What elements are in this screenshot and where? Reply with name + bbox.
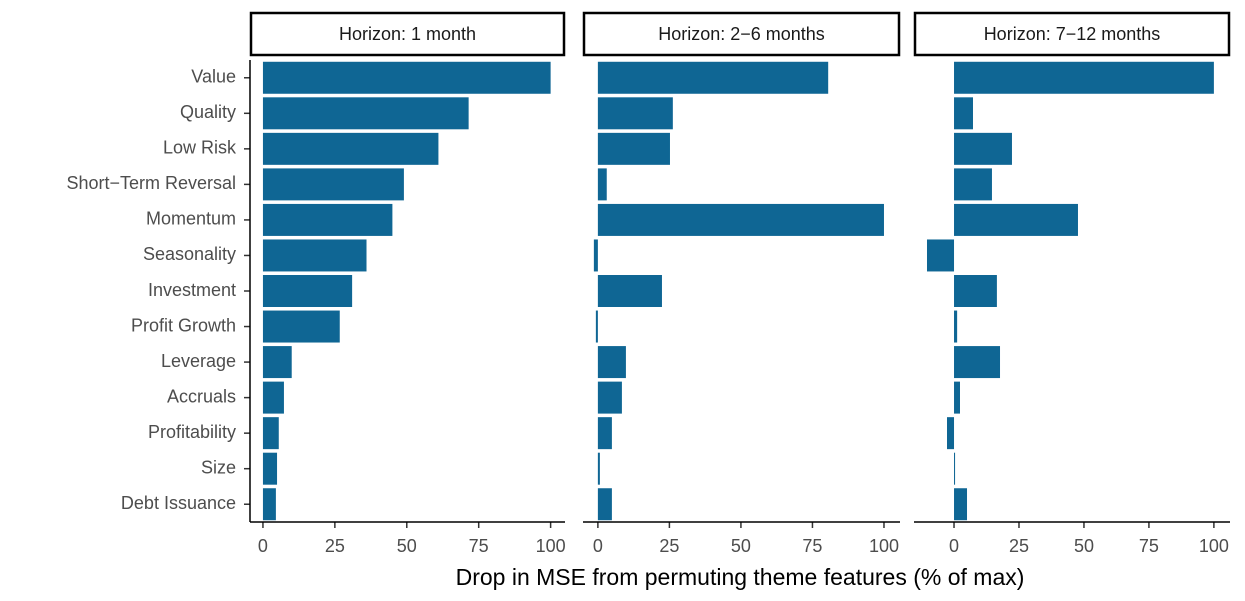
bar (262, 203, 393, 236)
y-tick-label: Momentum (146, 209, 236, 229)
bar (262, 417, 279, 450)
bar (954, 61, 1214, 94)
bar (262, 346, 292, 379)
bar (262, 97, 469, 130)
bar (597, 381, 622, 414)
bar (262, 381, 284, 414)
y-tick-label: Seasonality (143, 244, 236, 264)
bar (262, 168, 404, 201)
bar (262, 132, 439, 165)
y-tick-label: Investment (148, 280, 236, 300)
bar (947, 417, 955, 450)
x-tick-label: 0 (593, 536, 603, 556)
y-tick-label: Profit Growth (131, 315, 236, 335)
bar (597, 452, 600, 485)
y-tick-label: Short−Term Reversal (66, 173, 236, 193)
bar (597, 61, 829, 94)
x-tick-label: 100 (536, 536, 566, 556)
bar (262, 488, 276, 521)
y-tick-label: Value (191, 67, 236, 87)
y-tick-label: Profitability (148, 422, 236, 442)
bar (262, 310, 340, 343)
x-tick-label: 25 (1009, 536, 1029, 556)
bar (954, 132, 1012, 165)
bar (597, 417, 612, 450)
y-tick-label: Quality (180, 102, 236, 122)
x-tick-label: 25 (659, 536, 679, 556)
bar (954, 310, 958, 343)
bar (597, 168, 607, 201)
x-tick-label: 100 (869, 536, 899, 556)
y-tick-label: Leverage (161, 351, 236, 371)
facet-strip (249, 11, 566, 57)
facet-title: Horizon: 7−12 months (984, 24, 1161, 44)
bar (954, 275, 997, 307)
y-tick-label: Debt Issuance (121, 493, 236, 513)
facet-strip (582, 11, 901, 57)
bar (595, 310, 598, 343)
bar (262, 452, 278, 485)
x-tick-label: 50 (397, 536, 417, 556)
bar (597, 488, 612, 521)
x-tick-label: 25 (325, 536, 345, 556)
bar (597, 203, 884, 236)
bar (954, 488, 968, 521)
x-tick-label: 0 (258, 536, 268, 556)
bar (593, 239, 598, 272)
bar (262, 275, 353, 307)
bar (954, 346, 1001, 379)
bar (262, 239, 367, 272)
bar (262, 61, 551, 94)
bar (926, 239, 955, 272)
x-tick-label: 50 (1074, 536, 1094, 556)
x-tick-label: 75 (1139, 536, 1159, 556)
bar (954, 97, 973, 130)
bar (597, 346, 626, 379)
facet-title: Horizon: 1 month (339, 24, 476, 44)
x-tick-label: 75 (802, 536, 822, 556)
bar (597, 132, 670, 165)
x-tick-label: 50 (731, 536, 751, 556)
facet-strip (913, 11, 1231, 57)
bar (597, 275, 662, 307)
x-tick-label: 75 (469, 536, 489, 556)
x-tick-label: 0 (949, 536, 959, 556)
bar (597, 97, 673, 130)
y-tick-label: Low Risk (163, 138, 237, 158)
facet-title: Horizon: 2−6 months (658, 24, 825, 44)
y-tick-label: Accruals (167, 386, 236, 406)
x-tick-label: 100 (1199, 536, 1229, 556)
bar (954, 203, 1078, 236)
bar (954, 381, 960, 414)
y-tick-label: Size (201, 457, 236, 477)
x-axis-label: Drop in MSE from permuting theme feature… (456, 564, 1025, 590)
bar (954, 452, 956, 485)
bar (954, 168, 992, 201)
